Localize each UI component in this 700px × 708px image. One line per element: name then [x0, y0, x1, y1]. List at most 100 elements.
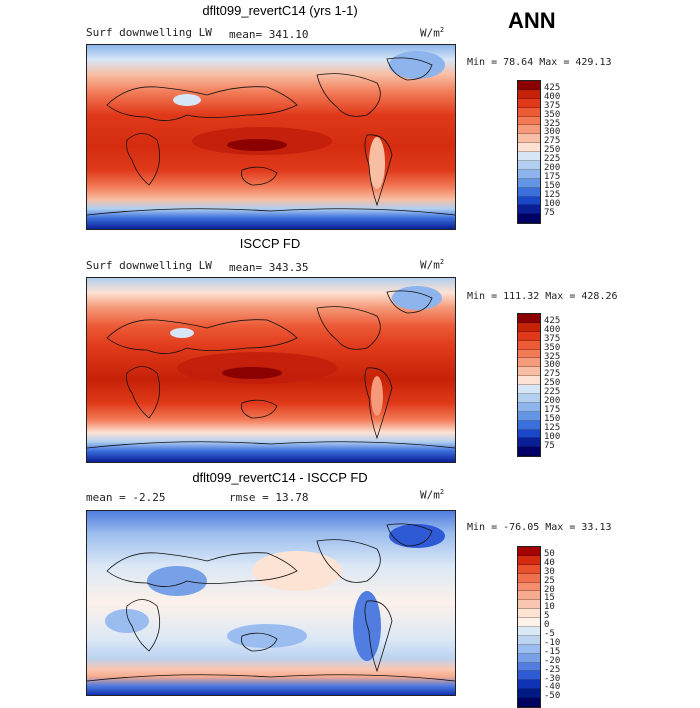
colorbar-level-label: 250 [544, 378, 561, 389]
colorbar-swatch [518, 653, 540, 663]
colorbar-swatch [518, 680, 540, 690]
panel1-colorbar [517, 80, 541, 225]
panel3-rmse-label: rmse = 13.78 [229, 491, 309, 504]
colorbar-level-label: 40 [544, 557, 555, 568]
colorbar-level-label: -30 [544, 673, 561, 684]
colorbar-level-label: -15 [544, 646, 561, 657]
colorbar-level-label: 225 [544, 387, 561, 398]
colorbar-swatch [518, 125, 540, 135]
colorbar-level-label: 300 [544, 127, 561, 138]
colorbar-swatch [518, 564, 540, 574]
colorbar-level-label: 350 [544, 109, 561, 120]
colorbar-level-label: -25 [544, 664, 561, 675]
colorbar-swatch [518, 618, 540, 628]
colorbar-swatch [518, 214, 540, 224]
colorbar-level-label: 20 [544, 584, 555, 595]
colorbar-level-label: -10 [544, 637, 561, 648]
colorbar-swatch [518, 187, 540, 197]
panel3-title: dflt099_revertC14 - ISCCP FD [192, 470, 368, 485]
panel3-colorbar [517, 546, 541, 708]
colorbar-swatch [518, 573, 540, 583]
colorbar-swatch [518, 394, 540, 403]
colorbar-level-label: 175 [544, 171, 561, 182]
colorbar-swatch [518, 582, 540, 592]
colorbar-swatch [518, 555, 540, 565]
colorbar-swatch [518, 644, 540, 654]
colorbar-level-label: 100 [544, 431, 561, 442]
colorbar-level-label: 125 [544, 189, 561, 200]
panel2-units: W/m2 [420, 258, 445, 272]
colorbar-swatch [518, 89, 540, 99]
colorbar-swatch [518, 358, 540, 368]
colorbar-level-label: 125 [544, 422, 561, 433]
colorbar-level-label: 25 [544, 575, 555, 586]
colorbar-swatch [518, 635, 540, 645]
panel1-title: dflt099_revertC14 (yrs 1-1) [202, 3, 358, 18]
colorbar-level-label: 200 [544, 396, 561, 406]
colorbar-swatch [518, 411, 540, 421]
colorbar-level-label: 75 [544, 207, 555, 218]
colorbar-swatch [518, 107, 540, 117]
colorbar-swatch [518, 376, 540, 386]
colorbar-swatch [518, 447, 540, 457]
colorbar-swatch [518, 547, 540, 556]
panel2-minmax: Min = 111.32 Max = 428.26 [467, 291, 618, 302]
season-label: ANN [508, 8, 556, 33]
colorbar-level-label: 300 [544, 360, 561, 371]
colorbar-level-label: 325 [544, 118, 561, 129]
colorbar-level-label: -5 [544, 629, 555, 639]
colorbar-swatch [518, 152, 540, 162]
colorbar-swatch [518, 689, 540, 699]
colorbar-level-label: -40 [544, 682, 561, 693]
colorbar-swatch [518, 116, 540, 126]
colorbar-swatch [518, 420, 540, 430]
colorbar-level-label: 350 [544, 342, 561, 353]
colorbar-level-label: 200 [544, 163, 561, 173]
colorbar-level-label: 325 [544, 351, 561, 362]
panel3-map [86, 510, 456, 696]
colorbar-level-label: 425 [544, 82, 561, 93]
colorbar-swatch [518, 143, 540, 153]
colorbar-level-label: 250 [544, 145, 561, 156]
panel3-minmax: Min = -76.05 Max = 33.13 [467, 522, 612, 533]
colorbar-swatch [518, 98, 540, 108]
colorbar-swatch [518, 349, 540, 359]
colorbar-swatch [518, 591, 540, 601]
colorbar-level-label: 275 [544, 369, 561, 380]
panel3-mean-label: mean = -2.25 [86, 491, 166, 504]
colorbar-level-label: 400 [544, 324, 561, 335]
colorbar-swatch [518, 205, 540, 215]
colorbar-level-label: 75 [544, 440, 555, 451]
colorbar-level-label: 375 [544, 333, 561, 344]
colorbar-level-label: 150 [544, 413, 561, 424]
colorbar-level-label: -20 [544, 655, 561, 666]
colorbar-level-label: 10 [544, 602, 555, 613]
colorbar-swatch [518, 81, 540, 90]
colorbar-level-label: 275 [544, 136, 561, 147]
colorbar-swatch [518, 314, 540, 323]
colorbar-swatch [518, 178, 540, 188]
panel2-variable-label: Surf downwelling LW [86, 259, 212, 272]
colorbar-swatch [518, 698, 540, 708]
colorbar-level-label: 175 [544, 404, 561, 415]
colorbar-level-label: 15 [544, 593, 555, 604]
colorbar-swatch [518, 385, 540, 395]
colorbar-swatch [518, 367, 540, 377]
panel1-mean-label: mean= 341.10 [229, 28, 309, 41]
panel1-units: W/m2 [420, 26, 445, 40]
colorbar-swatch [518, 402, 540, 412]
colorbar-swatch [518, 671, 540, 681]
panel2-title: ISCCP FD [239, 236, 301, 251]
panel2-map [86, 277, 456, 463]
colorbar-swatch [518, 196, 540, 206]
panel1-minmax: Min = 78.64 Max = 429.13 [467, 57, 612, 68]
colorbar-level-label: 150 [544, 180, 561, 191]
colorbar-swatch [518, 331, 540, 341]
colorbar-swatch [518, 169, 540, 179]
panel2-colorbar [517, 313, 541, 458]
panel2-mean-label: mean= 343.35 [229, 261, 309, 274]
colorbar-swatch [518, 627, 540, 636]
colorbar-swatch [518, 340, 540, 350]
colorbar-swatch [518, 662, 540, 672]
colorbar-swatch [518, 438, 540, 448]
